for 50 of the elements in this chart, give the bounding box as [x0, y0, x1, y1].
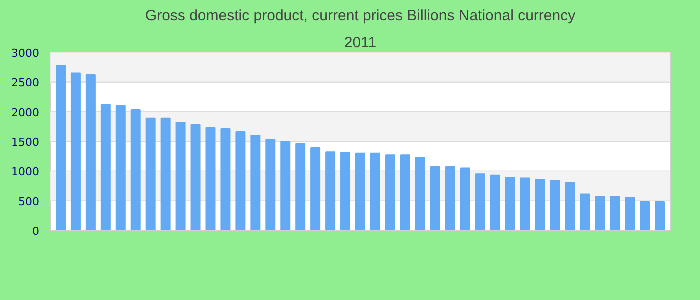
bar — [550, 180, 560, 230]
bar — [490, 174, 500, 230]
bar — [460, 168, 470, 230]
bar — [86, 74, 96, 230]
y-tick-label: 500 — [18, 195, 40, 208]
bar — [100, 104, 111, 230]
bar — [160, 118, 171, 230]
y-tick-label: 1000 — [12, 166, 40, 179]
y-tick-label: 0 — [32, 225, 40, 238]
bar — [280, 141, 291, 230]
chart-subtitle: 2011 — [344, 34, 377, 52]
bar — [220, 128, 231, 230]
bar — [625, 197, 636, 230]
bar — [640, 202, 650, 230]
y-tick-label: 2500 — [12, 76, 40, 90]
bar — [56, 65, 66, 230]
bar — [370, 152, 380, 230]
bar — [385, 154, 396, 230]
bar — [116, 105, 126, 230]
bar — [565, 182, 576, 230]
bar — [250, 135, 261, 230]
bar — [400, 154, 410, 230]
y-tick-label: 1500 — [12, 136, 40, 149]
bar — [340, 152, 351, 230]
bar — [206, 127, 216, 230]
y-tick-label: 2000 — [12, 106, 40, 120]
bar — [236, 132, 246, 230]
bar — [310, 148, 321, 230]
bar — [595, 196, 606, 230]
bar — [430, 166, 440, 230]
bar — [520, 178, 530, 230]
bar — [176, 122, 186, 230]
bar — [326, 152, 336, 230]
bar — [296, 143, 306, 230]
bar — [655, 202, 666, 230]
bar — [415, 157, 426, 230]
bar — [356, 152, 366, 230]
bar — [266, 139, 276, 230]
bar — [580, 194, 590, 230]
chart-title: Gross domestic product, current prices Billions National currency — [145, 8, 576, 24]
bar — [146, 118, 156, 230]
bar — [535, 178, 546, 230]
bar — [475, 174, 486, 230]
bar — [445, 166, 456, 230]
bar — [130, 110, 141, 230]
bar — [505, 177, 516, 230]
bar — [190, 124, 201, 230]
bar — [610, 196, 620, 230]
y-tick-label: 3000 — [12, 47, 40, 60]
bar — [70, 72, 81, 230]
